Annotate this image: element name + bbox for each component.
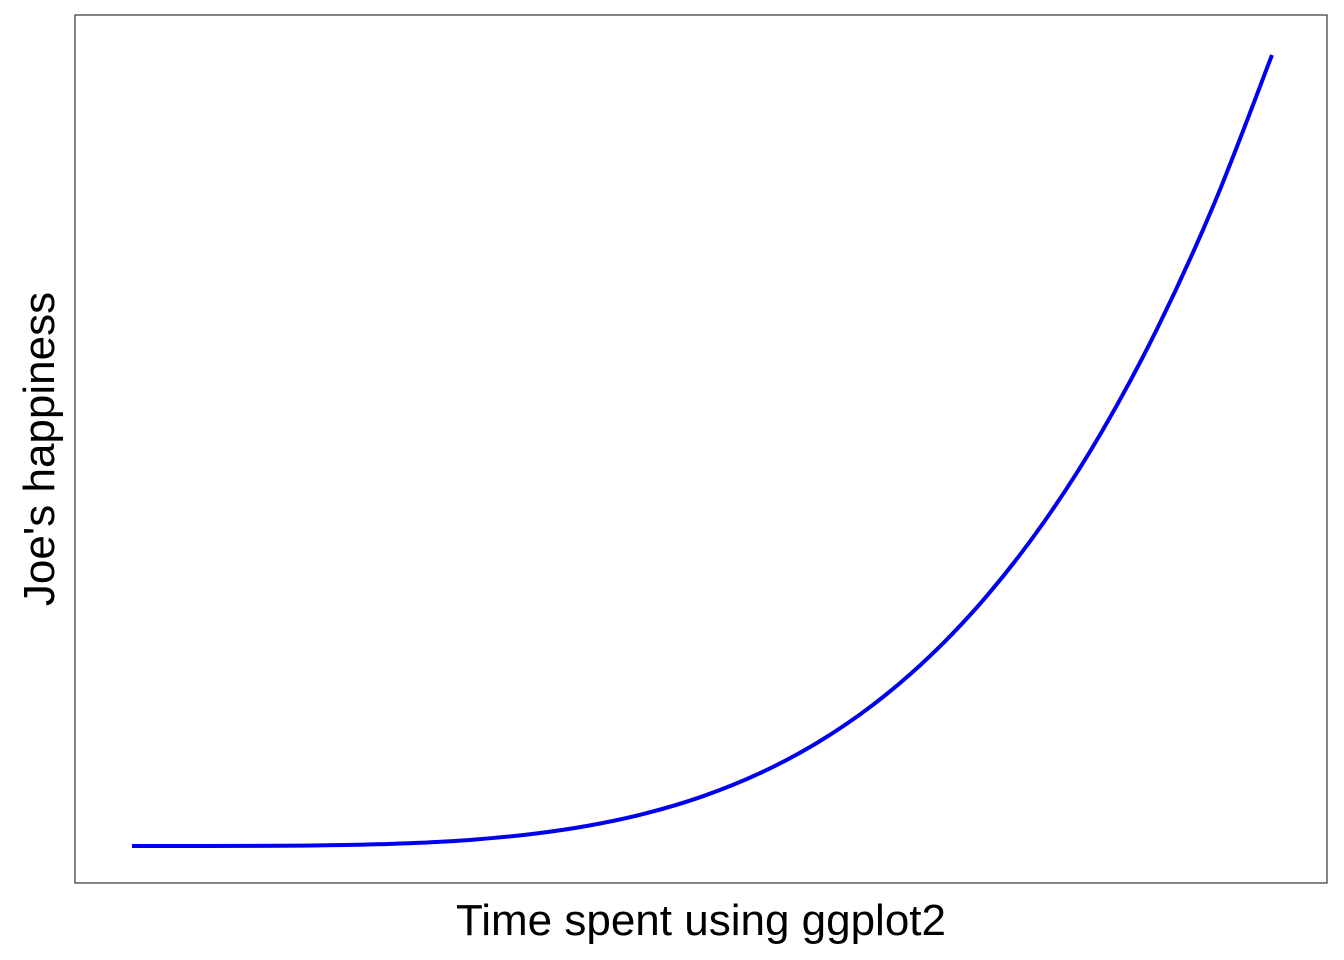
x-axis-title: Time spent using ggplot2 [456,896,946,945]
series-line-0 [131,54,1274,849]
series-layer [131,54,1274,849]
panel-border [74,14,1328,884]
y-axis-title: Joe's happiness [15,292,64,606]
